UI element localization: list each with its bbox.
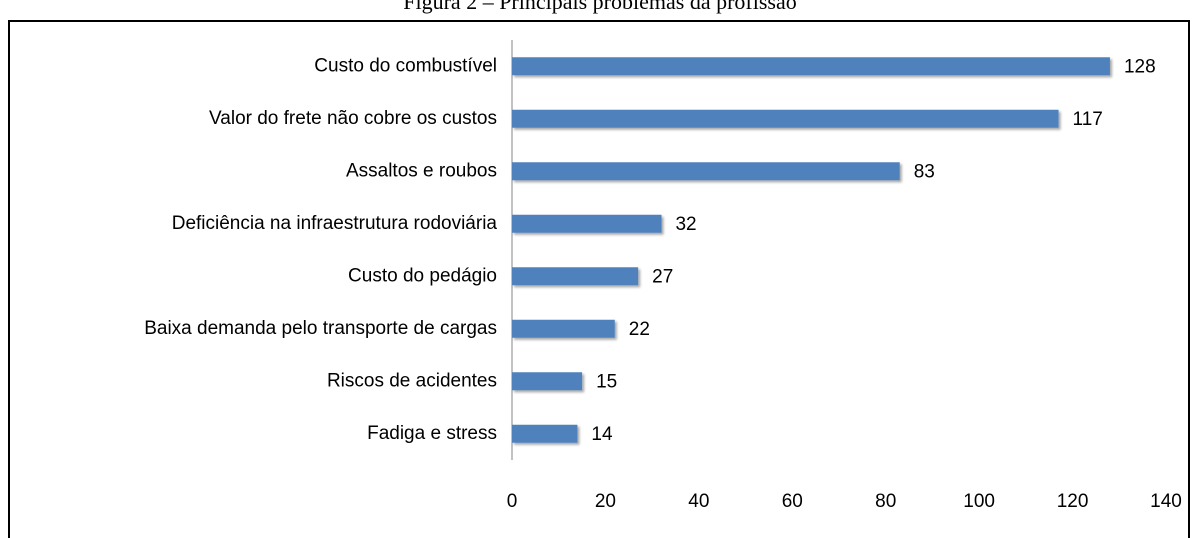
y-tick-label: Baixa demanda pelo transporte de cargas: [144, 318, 497, 339]
bar: [512, 214, 662, 233]
data-label: 27: [652, 266, 673, 287]
y-tick-label: Riscos de acidentes: [327, 370, 497, 391]
y-tick-label: Custo do pedágio: [348, 265, 497, 286]
x-tick-label: 80: [875, 491, 896, 512]
bar: [512, 267, 639, 286]
chart-border: [8, 20, 1190, 538]
y-tick-label: Custo do combustível: [314, 55, 497, 76]
data-label: 83: [914, 161, 935, 182]
y-tick-label: Valor do frete não cobre os custos: [209, 108, 497, 129]
x-tick-label: 120: [1057, 491, 1089, 512]
data-label: 117: [1073, 109, 1103, 130]
y-tick-label: Deficiência na infraestrutura rodoviária: [172, 213, 498, 234]
bar: [512, 57, 1110, 76]
x-tick-label: 0: [507, 491, 518, 512]
y-tick-label: Assaltos e roubos: [346, 160, 497, 181]
x-tick-label: 60: [782, 491, 803, 512]
bar: [512, 109, 1059, 128]
bar: [512, 162, 900, 181]
x-tick-label: 40: [688, 491, 709, 512]
data-label: 14: [591, 424, 613, 445]
y-tick-label: Fadiga e stress: [367, 423, 497, 444]
data-label: 15: [596, 371, 617, 392]
bar: [512, 319, 615, 338]
x-tick-label: 100: [963, 491, 995, 512]
data-label: 128: [1124, 56, 1156, 77]
data-label: 22: [629, 319, 650, 340]
bar: [512, 372, 583, 391]
x-tick-label: 20: [595, 491, 616, 512]
x-tick-label: 140: [1150, 491, 1182, 512]
bar: [512, 424, 578, 443]
chart-title: Figura 2 – Principais problemas da profi…: [403, 0, 797, 14]
data-label: 32: [675, 214, 696, 235]
